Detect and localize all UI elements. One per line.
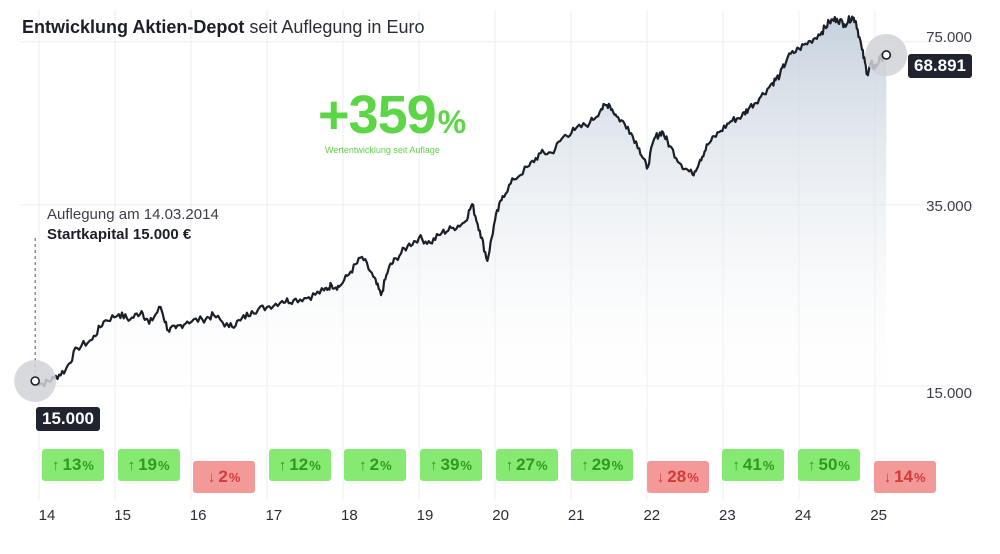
annual-return-value: 28 [667,467,687,486]
arrow-up-icon: ↑ [52,456,60,474]
percent-sign: % [309,457,321,473]
start-value-label: 15.000 [36,407,100,431]
title-rest: seit Auflegung in Euro [244,17,425,37]
arrow-up-icon: ↑ [581,456,589,474]
x-tick-label: 25 [870,507,887,524]
performance-value: +359 [318,85,437,145]
chart-title: Entwicklung Aktien-Depot seit Auflegung … [22,17,424,38]
annual-return-value: 41 [742,455,762,474]
arrow-up-icon: ↑ [732,456,740,474]
performance-unit: % [437,104,466,140]
percent-sign: % [914,469,926,485]
y-tick-label: 15.000 [926,385,972,402]
launch-date: Auflegung am 14.03.2014 [47,206,219,223]
annual-return-badge: ↓ 28% [646,461,709,493]
x-tick-label: 21 [567,507,585,524]
annual-return-value: 14 [894,467,914,486]
start-marker [30,376,40,386]
arrow-up-icon: ↑ [359,456,367,474]
annual-return-value: 2 [218,467,228,486]
annual-return-badge: ↑ 19% [117,449,180,481]
annual-return-value: 19 [138,455,158,474]
percent-sign: % [838,457,850,473]
x-tick-label: 19 [416,507,434,524]
area-fill [35,16,887,420]
x-tick-label: 15 [114,507,131,524]
annual-return-value: 39 [440,455,460,474]
annual-return-badge: ↑ 50% [798,449,860,481]
x-tick-label: 14 [38,507,56,524]
arrow-up-icon: ↑ [505,456,514,474]
annual-return-value: 29 [591,455,611,474]
percent-sign: % [536,457,548,473]
annual-return-badge: ↑ 13% [42,449,104,481]
x-tick-label: 16 [189,507,207,524]
arrow-down-icon: ↓ [656,468,665,486]
y-tick-label: 75.000 [926,29,972,46]
annual-return-badge: ↑ 12% [268,449,331,481]
annual-return-value: 12 [289,455,309,474]
arrow-up-icon: ↑ [808,456,816,474]
percent-sign: % [228,469,241,485]
x-tick-label: 23 [719,507,736,524]
x-tick-label: 22 [643,507,661,524]
percent-sign: % [611,457,624,473]
percent-sign: % [380,457,392,473]
percent-sign: % [82,457,94,473]
percent-sign: % [460,457,472,473]
x-tick-label: 18 [341,507,358,524]
arrow-up-icon: ↑ [127,456,136,474]
annual-return-value: 13 [62,455,82,474]
end-marker [881,50,892,60]
launch-annotation: Auflegung am 14.03.2014 Startkapital 15.… [47,205,219,245]
arrow-down-icon: ↓ [883,468,892,486]
performance-caption: Wertentwicklung seit Auflage [325,145,440,155]
title-bold: Entwicklung Aktien-Depot [22,17,245,37]
x-tick-label: 17 [265,507,283,524]
y-tick-label: 35.000 [926,198,972,215]
annual-return-badge: ↑ 29% [571,449,634,481]
arrow-up-icon: ↑ [278,456,287,474]
end-value-label: 68.891 [908,54,972,78]
start-capital: Startkapital 15.000 € [47,226,192,243]
percent-sign: % [687,469,699,485]
arrow-down-icon: ↓ [207,468,216,486]
annual-return-badge: ↑ 39% [420,449,482,481]
x-tick-label: 20 [492,507,509,524]
annual-return-value: 27 [516,455,536,474]
x-tick-label: 24 [794,507,812,524]
series-line [34,15,888,388]
annual-return-badge: ↑ 41% [722,449,785,481]
annual-return-value: 50 [818,455,838,474]
annual-return-badge: ↑ 2% [344,449,407,481]
performance-highlight: +359% [318,84,466,146]
percent-sign: % [158,457,170,473]
percent-sign: % [762,457,775,473]
annual-return-badge: ↑ 27% [495,449,558,481]
arrow-up-icon: ↑ [430,456,438,474]
annual-return-badge: ↓ 14% [873,461,936,493]
annual-return-badge: ↓ 2% [193,461,256,493]
annual-return-value: 2 [369,455,380,474]
